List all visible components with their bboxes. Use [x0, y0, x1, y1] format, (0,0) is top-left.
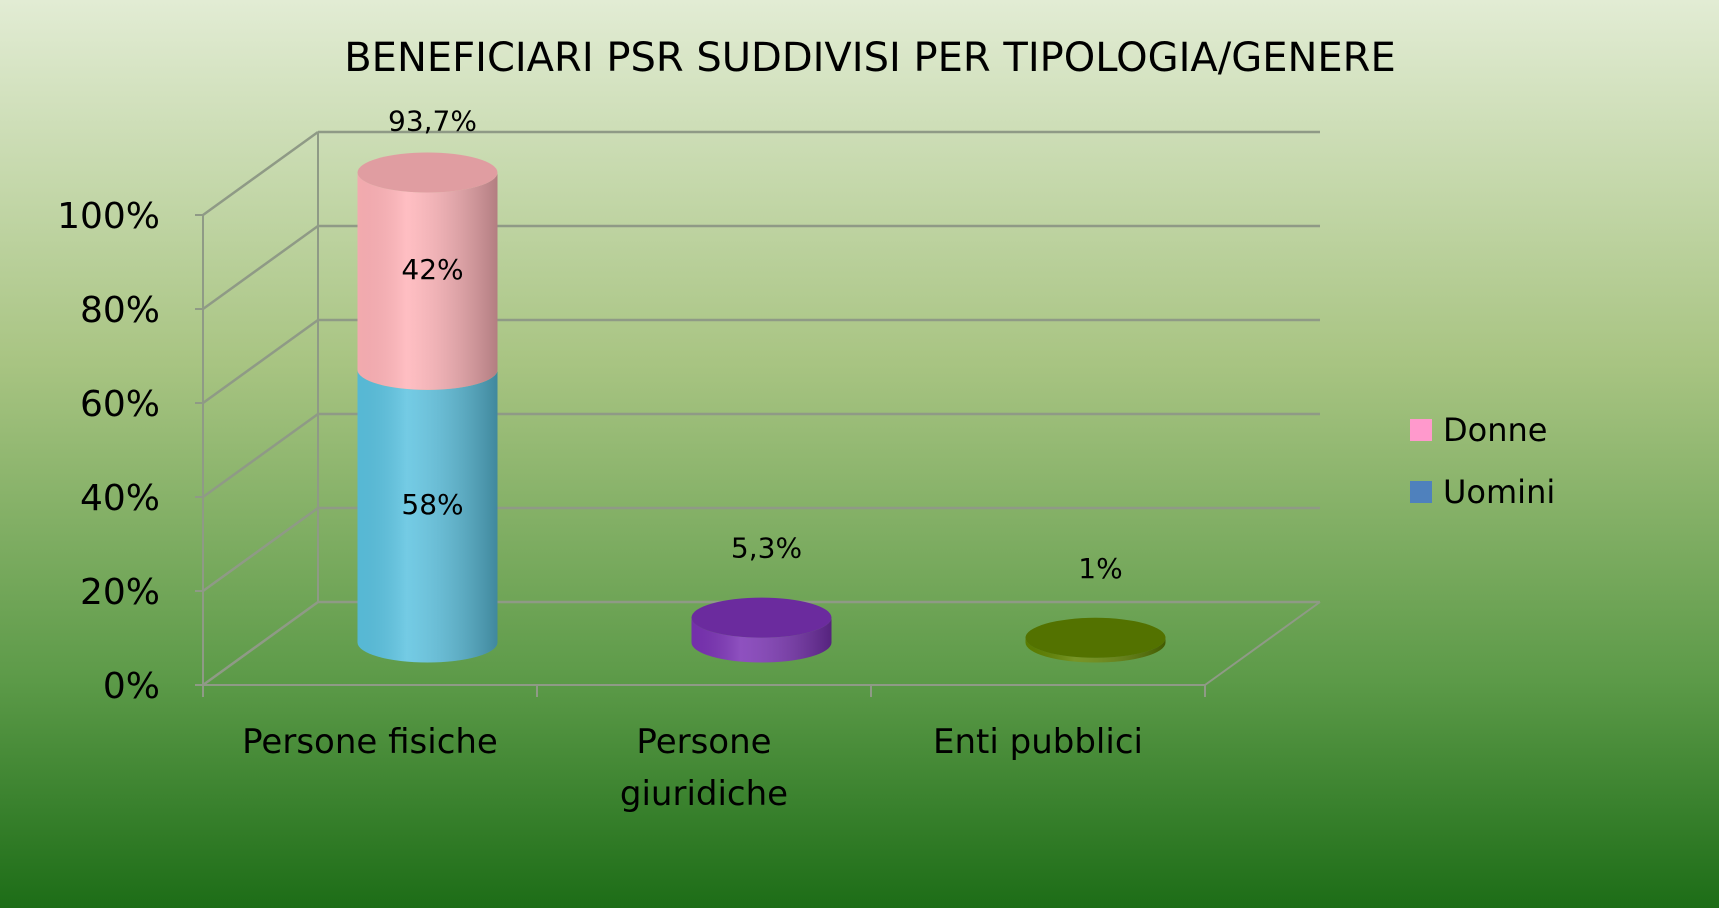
- legend-label: Uomini: [1443, 473, 1555, 511]
- total-label: 5,3%: [731, 532, 802, 565]
- data-label: 58%: [401, 488, 463, 521]
- y-tick-label: 60%: [80, 384, 160, 425]
- grid-line: [202, 130, 319, 217]
- y-tick-label: 80%: [80, 290, 160, 331]
- cylinder-segment: [357, 369, 498, 663]
- axis-line: [1204, 601, 1321, 686]
- cylinder-segment: [357, 152, 498, 390]
- cylinder-shade: [357, 369, 498, 663]
- legend-label: Donne: [1443, 411, 1547, 449]
- total-label: 1%: [1078, 552, 1122, 585]
- cylinder-shade: [1025, 637, 1166, 663]
- grid-line: [202, 506, 319, 593]
- legend-swatch: [1410, 481, 1432, 503]
- cylinder-top-shade: [357, 152, 498, 193]
- cylinder-top-shade: [1025, 617, 1166, 658]
- y-tick-label: 40%: [80, 478, 160, 519]
- grid-line: [202, 318, 319, 405]
- cylinder-segment: [691, 597, 832, 663]
- y-tick-label: 20%: [80, 572, 160, 613]
- cylinder-top: [357, 152, 498, 193]
- cylinder-top: [1025, 617, 1166, 658]
- cylinder-top: [691, 597, 832, 638]
- grid-line: [202, 600, 319, 687]
- x-tick-label: Enti pubblici: [933, 722, 1143, 762]
- chart-title: BENEFICIARI PSR SUDDIVISI PER TIPOLOGIA/…: [344, 35, 1396, 81]
- cylinder-shade: [691, 617, 832, 663]
- y-tick-label: 100%: [57, 196, 160, 237]
- x-tick-label: Persone giuridiche: [619, 722, 789, 814]
- x-tick-label: Persone fisiche: [242, 722, 498, 762]
- y-tick-label: 0%: [103, 666, 160, 707]
- cylinder-top-shade: [691, 597, 832, 638]
- grid-line: [202, 412, 319, 499]
- data-label: 42%: [401, 253, 463, 286]
- cylinder-shade: [357, 172, 498, 390]
- legend-swatch: [1410, 419, 1432, 441]
- cylinder-segment: [1025, 617, 1166, 663]
- total-label: 93,7%: [388, 105, 477, 138]
- grid-line: [202, 224, 319, 311]
